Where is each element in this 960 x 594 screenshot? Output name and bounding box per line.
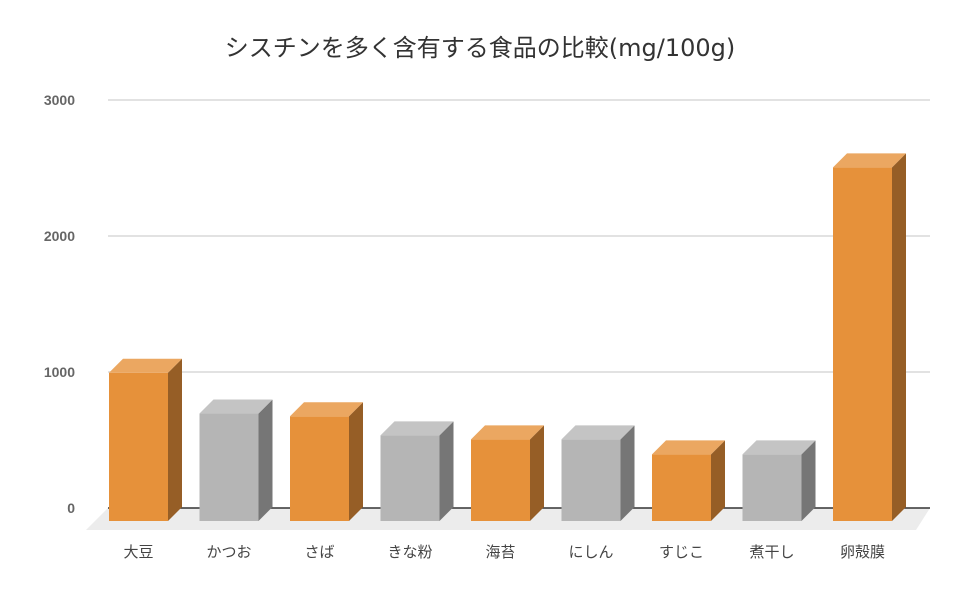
x-tick-label: かつお — [206, 543, 251, 561]
bar-top — [561, 425, 635, 440]
bar-top — [380, 421, 454, 436]
bar-side — [711, 440, 725, 521]
bar-top — [471, 425, 544, 440]
x-tick-label: すじこ — [659, 543, 704, 561]
bar-top — [833, 153, 906, 168]
bar-front — [561, 439, 621, 521]
bar-side — [439, 421, 454, 521]
bar-にしん — [561, 425, 635, 521]
bar-海苔 — [471, 425, 544, 521]
bar-front — [290, 416, 349, 521]
bar-かつお — [199, 399, 273, 521]
x-tick-label: にしん — [568, 543, 613, 561]
bar-side — [801, 440, 816, 521]
bar-top — [109, 358, 182, 373]
bar-top — [290, 402, 363, 417]
y-tick-label: 1000 — [44, 364, 75, 380]
bar-front — [833, 167, 892, 521]
bar-side — [530, 425, 544, 521]
y-tick-label: 3000 — [44, 92, 75, 108]
bar-front — [652, 454, 711, 521]
bar-すじこ — [652, 440, 725, 521]
bar-side — [349, 402, 363, 521]
bar-side — [168, 358, 182, 521]
x-tick-label: 卵殻膜 — [840, 543, 885, 561]
bar-top — [652, 440, 725, 455]
x-tick-label: 大豆 — [123, 543, 153, 561]
bar-卵殻膜 — [833, 153, 906, 521]
chart-title: シスチンを多く含有する食品の比較(mg/100g) — [225, 34, 735, 62]
bar-front — [471, 439, 530, 521]
bar-大豆 — [109, 358, 182, 521]
bar-side — [620, 425, 635, 521]
y-tick-label: 2000 — [44, 228, 75, 244]
y-tick-label: 0 — [67, 500, 75, 516]
bar-top — [199, 399, 273, 414]
x-tick-label: さば — [304, 543, 334, 561]
bar-煮干し — [742, 440, 816, 521]
bar-front — [742, 454, 802, 521]
x-tick-label: 海苔 — [485, 543, 515, 561]
bar-きな粉 — [380, 421, 454, 521]
bar-top — [742, 440, 816, 455]
bar-side — [258, 399, 273, 521]
bar-front — [380, 435, 440, 521]
bar-front — [109, 372, 168, 521]
x-tick-label: きな粉 — [387, 543, 432, 561]
bar-front — [199, 413, 259, 521]
bar-さば — [290, 402, 363, 521]
bar-side — [892, 153, 906, 521]
x-tick-label: 煮干し — [749, 543, 794, 561]
